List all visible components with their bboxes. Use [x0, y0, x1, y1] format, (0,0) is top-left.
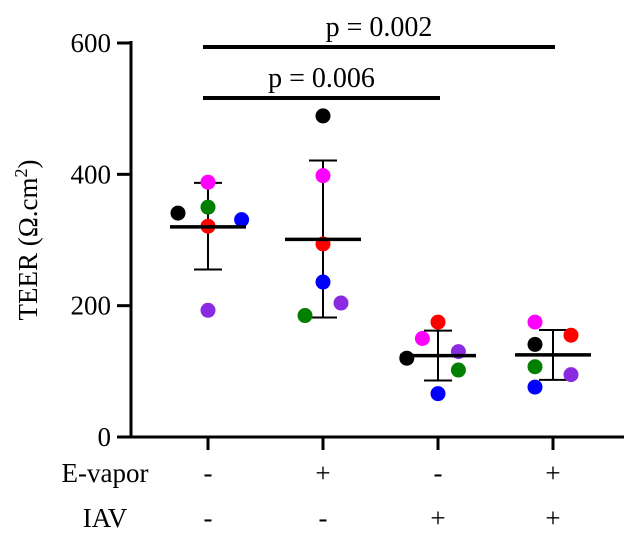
data-point: [200, 302, 216, 318]
condition-value: -: [434, 458, 443, 488]
p-value-label: p = 0.006: [268, 63, 375, 94]
data-point: [333, 295, 349, 311]
group-1: [170, 174, 250, 318]
data-point: [315, 168, 331, 184]
y-tick-label: 400: [71, 159, 112, 189]
data-point: [430, 314, 446, 330]
condition-value: +: [545, 503, 560, 533]
group-3: [399, 314, 476, 402]
data-point: [527, 314, 543, 330]
condition-value: -: [319, 503, 328, 533]
condition-value: +: [315, 458, 330, 488]
data-point: [527, 359, 543, 375]
p-value-label: p = 0.002: [326, 12, 433, 43]
data-point: [527, 379, 543, 395]
data-point: [315, 108, 331, 124]
condition-label-1: IAV: [83, 503, 128, 533]
data-point: [315, 274, 331, 290]
data-point: [200, 174, 216, 190]
y-tick-label: 0: [98, 422, 112, 452]
condition-value: +: [545, 458, 560, 488]
group-2: [285, 108, 361, 324]
condition-label-0: E-vapor: [62, 458, 149, 488]
data-point: [200, 199, 216, 215]
data-point: [170, 205, 186, 221]
data-point: [430, 386, 446, 402]
axes: 0 200 400 600: [71, 28, 624, 452]
group-4: [515, 314, 591, 395]
condition-table: E-vapor - + - + IAV - - + +: [62, 458, 561, 533]
data-groups: [170, 108, 591, 402]
condition-value: -: [204, 503, 213, 533]
significance-bars: p = 0.002 p = 0.006: [203, 12, 555, 100]
y-tick-label: 200: [71, 291, 112, 321]
data-point: [414, 331, 430, 346]
condition-value: -: [204, 458, 213, 488]
condition-value: +: [430, 503, 445, 533]
y-axis-label: TEER (Ω.cm2): [11, 159, 43, 320]
data-point: [527, 336, 543, 352]
data-point: [297, 308, 313, 324]
y-tick-label: 600: [71, 28, 112, 58]
data-point: [450, 362, 466, 378]
y-axis-label-superscript: 2: [11, 168, 31, 177]
data-point: [563, 327, 579, 343]
data-point: [234, 212, 250, 228]
data-point: [399, 350, 415, 366]
data-point: [563, 367, 579, 383]
